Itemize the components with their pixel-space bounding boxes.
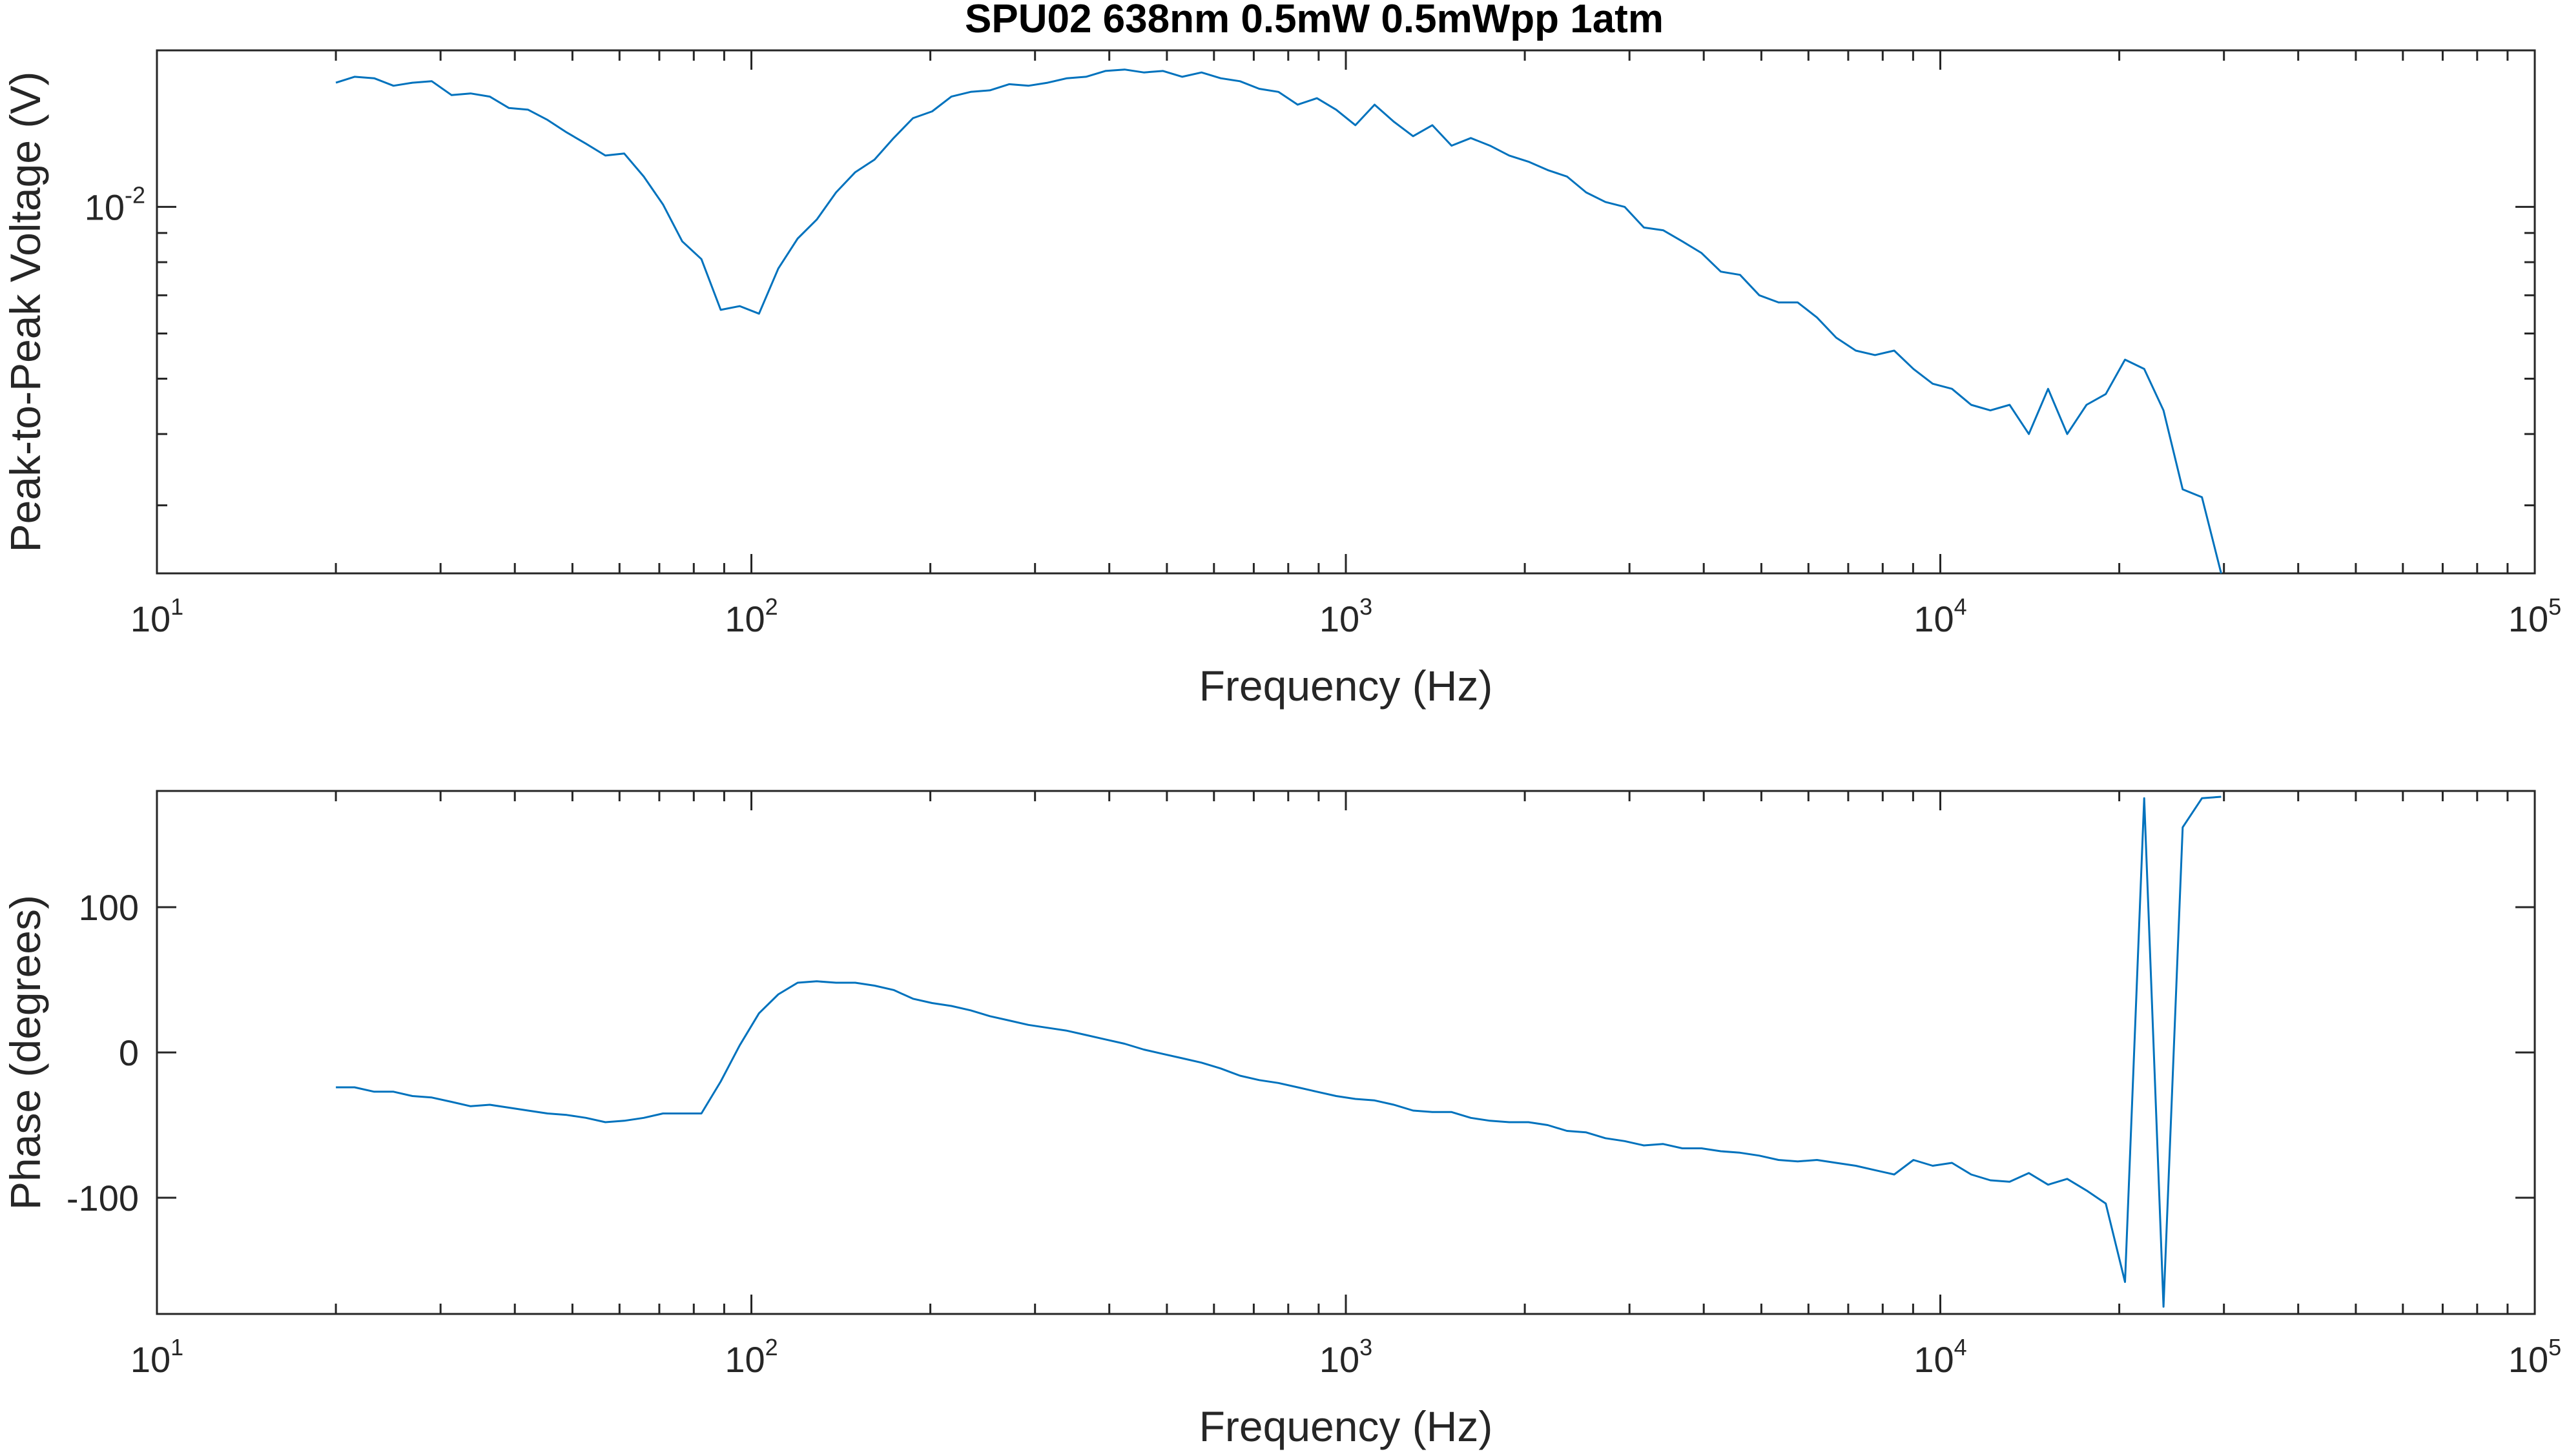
x-tick-label: 101 <box>130 1334 183 1380</box>
phase-y-ticks: 100 0 -100 <box>67 887 2535 1218</box>
phase-plot-frame <box>156 790 2536 1315</box>
y-tick-label: 0 <box>119 1032 139 1073</box>
magnitude-series-line <box>335 68 2222 574</box>
x-tick-label: 102 <box>725 593 778 639</box>
phase-y-axis-label: Phase (degrees) <box>1 895 49 1210</box>
magnitude-plot-frame <box>156 49 2536 575</box>
phase-x-ticks: 101 102 103 104 105 <box>130 791 2561 1380</box>
x-tick-label: 103 <box>1319 593 1372 639</box>
x-tick-label: 101 <box>130 593 183 639</box>
magnitude-x-axis-label: Frequency (Hz) <box>1199 662 1493 710</box>
x-tick-label: 104 <box>1914 1334 1966 1380</box>
x-tick-label: 105 <box>2508 1334 2561 1380</box>
x-tick-label: 104 <box>1914 593 1966 639</box>
magnitude-axes: 101 102 103 104 105 10-2 Frequency (Hz) Peak… <box>1 49 2561 710</box>
magnitude-y-ticks: 10-2 <box>85 181 2535 507</box>
magnitude-x-ticks: 101 102 103 104 105 <box>130 50 2561 639</box>
x-tick-label: 105 <box>2508 593 2561 639</box>
y-tick-label: 10-2 <box>85 181 145 227</box>
magnitude-y-axis-label: Peak-to-Peak Voltage (V) <box>1 72 49 553</box>
y-tick-label: -100 <box>67 1178 139 1218</box>
x-tick-label: 102 <box>725 1334 778 1380</box>
phase-x-axis-label: Frequency (Hz) <box>1199 1402 1493 1450</box>
chart-title: SPU02 638nm 0.5mW 0.5mWpp 1atm <box>965 0 1664 41</box>
phase-series-line <box>336 795 2222 1308</box>
x-tick-label: 103 <box>1319 1334 1372 1380</box>
y-tick-label: 100 <box>79 887 139 928</box>
